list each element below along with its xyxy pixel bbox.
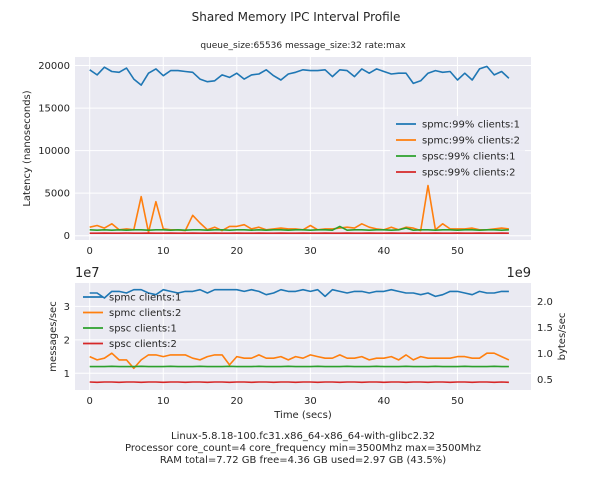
- y-axis-label: messages/sec: [48, 301, 59, 371]
- x-tick-label: 30: [304, 246, 317, 257]
- x-tick-label: 10: [157, 396, 170, 407]
- y-tick-label: 1: [64, 369, 70, 380]
- bottom-throughput-chart: 0 10 20 30 40 50 1 2 3 messages/sec Time (secs) spm…: [48, 266, 568, 421]
- legend-label-spsc-99-clients-2: spsc:99% clients:2: [422, 168, 515, 179]
- x-axis-label: Time (secs): [273, 410, 332, 421]
- legend-label-spmc-clients-2: spmc clients:2: [109, 308, 181, 319]
- top-latency-chart: 0 10 20 30 40 50 0 5000 10000 15000 20000 Latency (…: [22, 57, 531, 257]
- x-tick-label: 0: [87, 246, 93, 257]
- y-tick-label: 5000: [45, 189, 70, 200]
- legend-label-spsc-99-clients-1: spsc:99% clients:1: [422, 152, 515, 163]
- y-right-tick-label: 1.5: [537, 323, 553, 334]
- y-tick-label: 15000: [38, 104, 70, 115]
- y-right-tick-label: 2.0: [537, 297, 553, 308]
- legend-label-spmc-99-clients-2: spmc:99% clients:2: [422, 136, 520, 147]
- y-tick-label: 0: [64, 231, 70, 242]
- footer-line-processor: Processor core_count=4 core_frequency mi…: [125, 443, 481, 454]
- x-tick-label: 10: [157, 246, 170, 257]
- y-left-offset-label: 1e7: [75, 266, 100, 281]
- y-tick-label: 3: [64, 302, 70, 313]
- y-axis-label: Latency (nanoseconds): [22, 90, 33, 206]
- y-tick-label: 2: [64, 335, 70, 346]
- x-tick-label: 30: [304, 396, 317, 407]
- x-tick-label: 20: [230, 396, 243, 407]
- y-right-tick-label: 0.5: [537, 375, 553, 386]
- y-tick-label: 10000: [38, 146, 70, 157]
- x-tick-label: 20: [230, 246, 243, 257]
- x-tick-label: 50: [451, 246, 464, 257]
- y-right-offset-label: 1e9: [506, 266, 531, 281]
- footer-line-os: Linux-5.8.18-100.fc31.x86_64-x86_64-with…: [171, 431, 435, 442]
- y-right-axis-label: bytes/sec: [557, 313, 568, 361]
- figure-title: Shared Memory IPC Interval Profile: [192, 10, 401, 24]
- footer-line-ram: RAM total=7.72 GB free=4.36 GB used=2.97…: [160, 455, 446, 466]
- legend-label-spmc-99-clients-1: spmc:99% clients:1: [422, 120, 520, 131]
- legend-label-spsc-clients-2: spsc clients:2: [109, 339, 177, 350]
- legend-label-spmc-clients-1: spmc clients:1: [109, 293, 181, 304]
- top-subplot-title: queue_size:65536 message_size:32 rate:ma…: [200, 41, 406, 51]
- y-tick-label: 20000: [38, 61, 70, 72]
- legend-label-spsc-clients-1: spsc clients:1: [109, 324, 177, 335]
- x-tick-label: 0: [87, 396, 93, 407]
- x-tick-label: 50: [451, 396, 464, 407]
- y-right-tick-label: 1.0: [537, 349, 553, 360]
- x-tick-label: 40: [378, 396, 391, 407]
- x-tick-label: 40: [378, 246, 391, 257]
